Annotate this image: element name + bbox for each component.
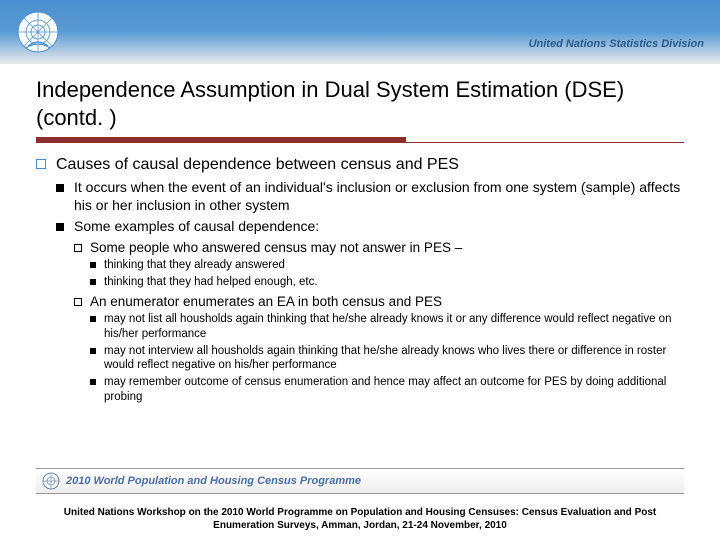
bullet-lvl2: Some examples of causal dependence: Some… [56,218,684,404]
bullet-text: may not interview all housholds again th… [104,345,666,372]
bullet-text: Some people who answered census may not … [90,240,462,255]
bullet-lvl4: may not interview all housholds again th… [90,344,684,373]
footer-banner: 2010 World Population and Housing Census… [36,468,684,494]
footer-banner-text: 2010 World Population and Housing Census… [66,475,361,487]
content: Causes of causal dependence between cens… [0,145,720,404]
un-small-logo-icon [42,472,60,490]
un-logo-icon [14,8,62,56]
bullet-lvl4: may not list all housholds again thinkin… [90,312,684,341]
bullet-text: may not list all housholds again thinkin… [104,313,671,340]
bullet-text: Causes of causal dependence between cens… [56,156,459,173]
bullet-lvl2: It occurs when the event of an individua… [56,179,684,215]
bullet-text: Some examples of causal dependence: [74,218,319,234]
header: United Nations Statistics Division [0,0,720,64]
bullet-text: thinking that they already answered [104,259,285,271]
bullet-text: It occurs when the event of an individua… [74,179,680,213]
bullet-lvl3: An enumerator enumerates an EA in both c… [74,293,684,405]
page-title: Independence Assumption in Dual System E… [36,76,684,131]
division-label: United Nations Statistics Division [529,38,704,50]
title-underline [36,137,684,145]
bullet-lvl1: Causes of causal dependence between cens… [36,155,684,404]
bullet-lvl4: thinking that they already answered [90,258,684,273]
bullet-lvl3: Some people who answered census may not … [74,239,684,290]
bullet-lvl4: thinking that they had helped enough, et… [90,275,684,290]
bullet-text: thinking that they had helped enough, et… [104,276,318,288]
footer-text: United Nations Workshop on the 2010 Worl… [36,507,684,532]
bullet-text: An enumerator enumerates an EA in both c… [90,294,442,309]
title-block: Independence Assumption in Dual System E… [0,64,720,145]
bullet-text: may remember outcome of census enumerati… [104,376,666,403]
bullet-lvl4: may remember outcome of census enumerati… [90,375,684,404]
